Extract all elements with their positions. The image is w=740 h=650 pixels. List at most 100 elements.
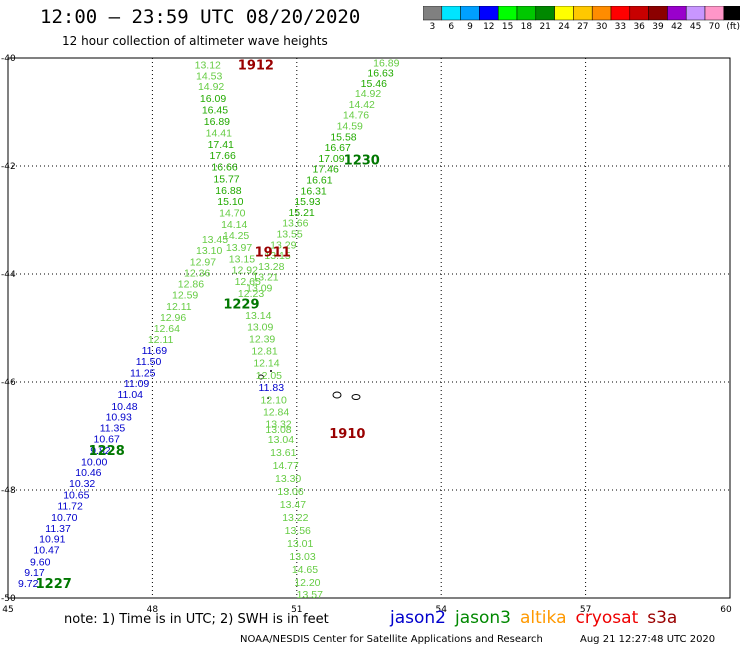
wave-height-s3a: 14.53 [196, 70, 222, 82]
island-outline [270, 370, 272, 372]
wave-height-s3a: 11.83 [259, 382, 285, 394]
wave-height-s3a: 15.77 [213, 173, 239, 185]
wave-height-jason3: 14.76 [343, 110, 369, 122]
wave-height-jason3: 16.63 [367, 68, 393, 80]
pass-time-label: 1911 [255, 245, 291, 260]
wave-height-jason3: 17.09 [318, 153, 344, 165]
wave-height-s3a: 12.81 [251, 346, 277, 358]
wave-height-jason3: 15.58 [330, 131, 356, 143]
wave-height-s3a: 13.03 [289, 551, 315, 563]
wave-height-s3a: 13.56 [285, 525, 311, 537]
colorbar-tick: 27 [577, 22, 589, 32]
wave-height-s3a: 12.20 [294, 577, 320, 589]
wave-height-s3a: 13.09 [247, 321, 273, 333]
wave-height-jason3: 16.61 [306, 175, 332, 187]
pass-time-label: 1229 [223, 298, 259, 313]
credit-line: NOAA/NESDIS Center for Satellite Applica… [240, 634, 543, 645]
x-tick-label: 51 [291, 605, 302, 615]
pass-time-label: 1227 [36, 577, 72, 592]
wave-height-s3a: 14.77 [273, 460, 299, 472]
wave-height-s3a: 12.10 [261, 394, 287, 406]
colorbar-tick: 36 [633, 22, 645, 32]
wave-height-jason2: 10.32 [69, 478, 95, 490]
y-tick-label: -42 [1, 162, 16, 172]
wave-height-jason3: 13.66 [282, 218, 308, 230]
wave-height-jason2: 12.11 [166, 301, 192, 313]
wave-height-jason2: 10.48 [111, 401, 137, 413]
wave-height-jason2: 10.00 [81, 456, 107, 468]
chart-subtitle: 12 hour collection of altimeter wave hei… [62, 34, 328, 48]
legend-item-cryosat: cryosat [575, 608, 639, 628]
wave-height-jason2: 10.65 [63, 489, 89, 501]
wave-height-jason2: 12.86 [178, 279, 204, 291]
wave-height-s3a: 16.45 [202, 104, 228, 116]
wave-height-s3a: 14.14 [221, 219, 247, 231]
island-outline [332, 391, 342, 399]
wave-height-jason2: 12.11 [148, 334, 174, 346]
y-tick-label: -50 [1, 594, 16, 604]
colorbar-tick: (ft) [726, 22, 740, 32]
x-tick-label: 48 [147, 605, 159, 615]
colorbar-tick: 12 [483, 22, 495, 32]
chart-title: 12:00 — 23:59 UTC 08/20/2020 [40, 6, 361, 28]
x-tick-label: 54 [435, 605, 447, 615]
colorbar-tick: 21 [539, 22, 551, 32]
wave-height-jason3: 14.92 [355, 88, 381, 100]
wave-height-s3a: 13.47 [280, 499, 306, 511]
wave-height-jason3: 16.31 [301, 185, 327, 197]
pass-time-label: 1230 [344, 154, 380, 169]
island-outline [351, 394, 361, 400]
wave-height-jason3: 14.59 [337, 121, 363, 133]
legend-item-altika: altika [520, 608, 567, 628]
wave-height-s3a: 13.06 [277, 486, 303, 498]
colorbar-tick: 18 [520, 22, 533, 32]
wave-height-jason3: 15.46 [361, 78, 387, 90]
wave-height-s3a: 14.70 [219, 207, 245, 219]
wave-height-s3a: 14.25 [223, 230, 249, 242]
wave-height-jason3: 13.21 [252, 272, 278, 284]
y-tick-label: -40 [1, 54, 16, 64]
wave-height-s3a: 13.15 [229, 253, 255, 265]
wave-height-s3a: 14.92 [198, 81, 224, 93]
wave-height-jason2: 11.25 [130, 367, 156, 379]
island-outline [258, 374, 264, 380]
wave-height-s3a: 13.12 [195, 59, 221, 71]
wave-height-jason2: 12.96 [160, 312, 186, 324]
wave-height-jason3: 13.55 [276, 229, 302, 241]
wave-height-s3a: 13.14 [245, 310, 271, 322]
y-tick-label: -48 [1, 486, 16, 496]
wave-height-jason2: 10.91 [39, 534, 65, 546]
wave-height-jason3: 13.28 [258, 261, 284, 273]
wave-height-jason2: 12.97 [190, 257, 216, 269]
colorbar-tick: 30 [595, 22, 608, 32]
wave-height-jason3: 17.46 [313, 164, 339, 176]
wave-height-jason2: 10.46 [75, 467, 101, 479]
wave-height-jason3: 13.09 [246, 283, 272, 295]
wave-height-jason2: 10.47 [33, 544, 59, 556]
x-tick-label: 57 [580, 605, 591, 615]
colorbar-tick: 6 [448, 22, 455, 32]
wave-height-s3a: 16.88 [215, 185, 241, 197]
wave-height-jason2: 12.36 [184, 267, 210, 279]
colorbar-cell [723, 6, 740, 21]
wave-height-s3a: 16.09 [200, 93, 226, 105]
pass-time-label: 1228 [89, 444, 125, 459]
wave-height-s3a: 17.66 [210, 150, 236, 162]
colorbar-labels: 3 6 9 12 15 18 21 24 27 30 33 36 39 42 45 70 (ft) [423, 22, 740, 34]
wave-height-jason3: 16.67 [325, 142, 351, 154]
wave-height-jason2: 9.82 [90, 445, 111, 457]
y-tick-label: -46 [1, 378, 16, 388]
wave-height-jason2: 12.64 [154, 323, 180, 335]
colorbar-tick: 24 [558, 22, 570, 32]
x-tick-label: 60 [720, 605, 732, 615]
wave-height-s3a: 12.39 [249, 333, 275, 345]
wave-height-s3a: 13.08 [265, 424, 291, 436]
wave-height-jason2: 9.72 [18, 578, 39, 590]
wave-height-jason2: 13.45 [202, 234, 228, 246]
y-tick-label: -44 [1, 270, 16, 280]
plot-frame [7, 57, 731, 599]
wave-height-s3a: 12.23 [238, 288, 264, 300]
wave-height-jason2: 11.09 [124, 378, 150, 390]
pass-time-label: 1910 [329, 427, 365, 442]
wave-height-s3a: 13.57 [297, 589, 323, 601]
